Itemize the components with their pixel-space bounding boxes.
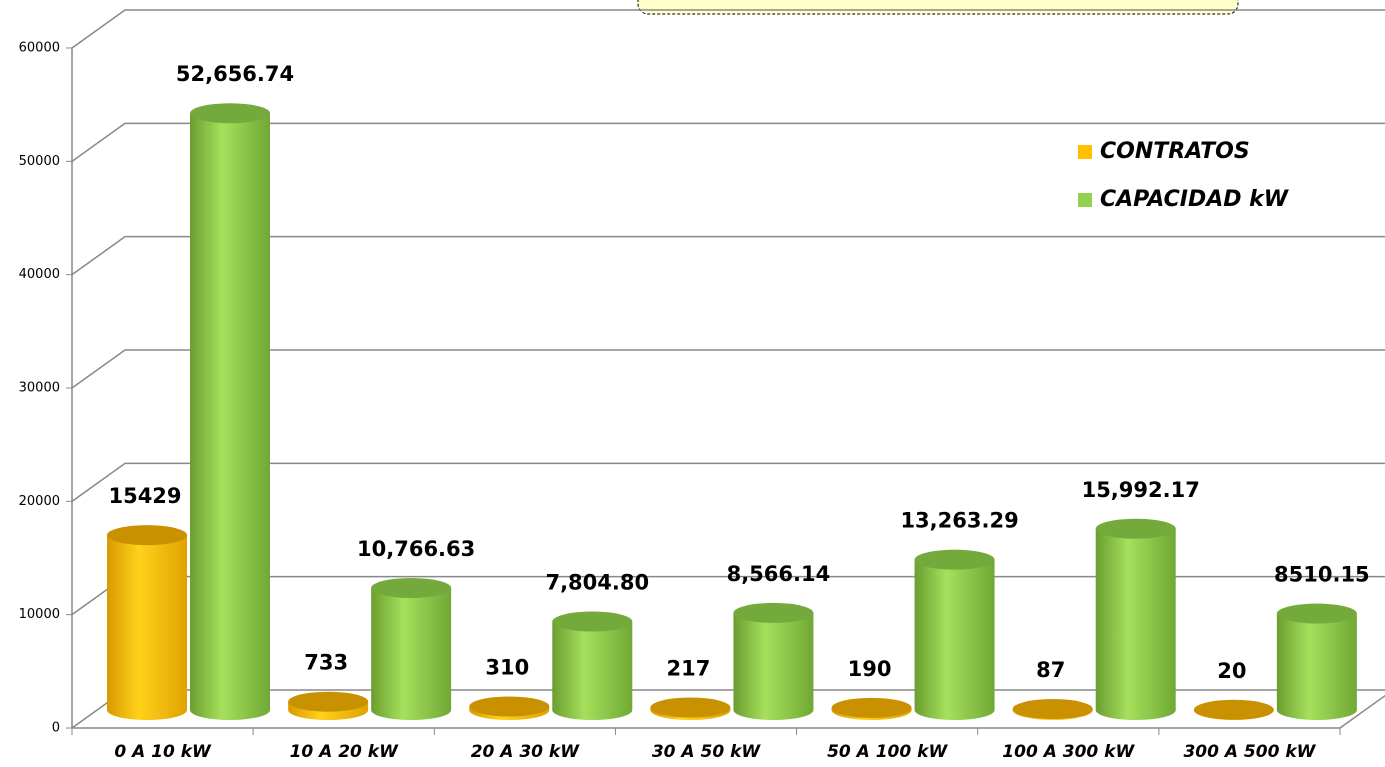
- bar-top: [469, 696, 550, 717]
- x-tick-label: 0 A 10 kW: [114, 742, 212, 762]
- value-label: 15429: [108, 484, 181, 508]
- bar-top: [1095, 518, 1176, 539]
- bar-top: [831, 697, 912, 718]
- bar: [107, 535, 187, 720]
- bar-top: [1012, 699, 1093, 720]
- bar-top: [650, 697, 731, 718]
- x-tick-label: 20 A 30 kW: [471, 742, 581, 762]
- bar-top: [288, 691, 369, 712]
- legend-swatch: [1078, 193, 1092, 207]
- x-tick-label: 30 A 50 kW: [652, 742, 762, 762]
- floor-edge: [1339, 694, 1385, 729]
- value-label: 52,656.74: [176, 62, 294, 86]
- y-tick-label: 20000: [19, 494, 60, 509]
- bar-top: [733, 602, 814, 623]
- y-tick-label: 10000: [19, 607, 60, 622]
- x-tick-label: 50 A 100 kW: [827, 742, 948, 762]
- bar: [190, 113, 270, 720]
- value-label: 87: [1036, 658, 1065, 682]
- bar: [1276, 613, 1357, 720]
- value-label: 8510.15: [1274, 563, 1370, 587]
- legend-label: CONTRATOS: [1100, 139, 1250, 164]
- bar: [371, 587, 452, 720]
- bar: [914, 559, 995, 720]
- bar-top: [107, 525, 187, 546]
- x-tick-label: 100 A 300 kW: [1002, 742, 1135, 762]
- y-tick-label: 60000: [19, 41, 60, 56]
- title-box: [637, 0, 1239, 15]
- value-label: 733: [304, 651, 348, 675]
- bar-top: [1193, 699, 1274, 720]
- value-label: 10,766.63: [357, 537, 475, 561]
- grid-line: [71, 349, 1385, 389]
- bar-top: [552, 611, 633, 632]
- bar-top: [914, 549, 995, 570]
- bar: [552, 621, 633, 720]
- grid-line: [71, 9, 1385, 49]
- y-tick-label: 50000: [19, 154, 60, 169]
- labels: 0 10000 20000 30000 40000 50000 60000 0 A 10 kW…: [19, 41, 1370, 763]
- value-label: 190: [848, 657, 892, 681]
- value-label: 15,992.17: [1082, 478, 1200, 502]
- value-label: 7,804.80: [545, 571, 649, 595]
- value-label: 310: [485, 655, 529, 679]
- bar-top: [190, 103, 270, 124]
- grid-line: [71, 235, 1385, 276]
- value-label: 8,566.14: [727, 562, 831, 586]
- value-label: 20: [1217, 659, 1246, 683]
- x-tick-label: 300 A 500 kW: [1183, 742, 1316, 762]
- y-tick-label: 30000: [19, 381, 60, 396]
- value-label: 13,263.29: [900, 509, 1018, 533]
- legend-swatch: [1078, 145, 1092, 159]
- y-tick-label: 40000: [19, 267, 60, 282]
- grid-line: [71, 122, 1385, 162]
- bar: [1095, 528, 1176, 720]
- value-label: 217: [667, 657, 711, 681]
- y-tick-label: 0: [52, 721, 60, 736]
- grid-line: [71, 462, 1385, 502]
- bars: [107, 103, 1357, 720]
- bar-top: [1276, 603, 1357, 624]
- bar-top: [371, 577, 452, 598]
- x-tick-label: 10 A 20 kW: [290, 742, 400, 762]
- legend-label: CAPACIDAD kW: [1100, 187, 1290, 212]
- bar: [733, 612, 814, 720]
